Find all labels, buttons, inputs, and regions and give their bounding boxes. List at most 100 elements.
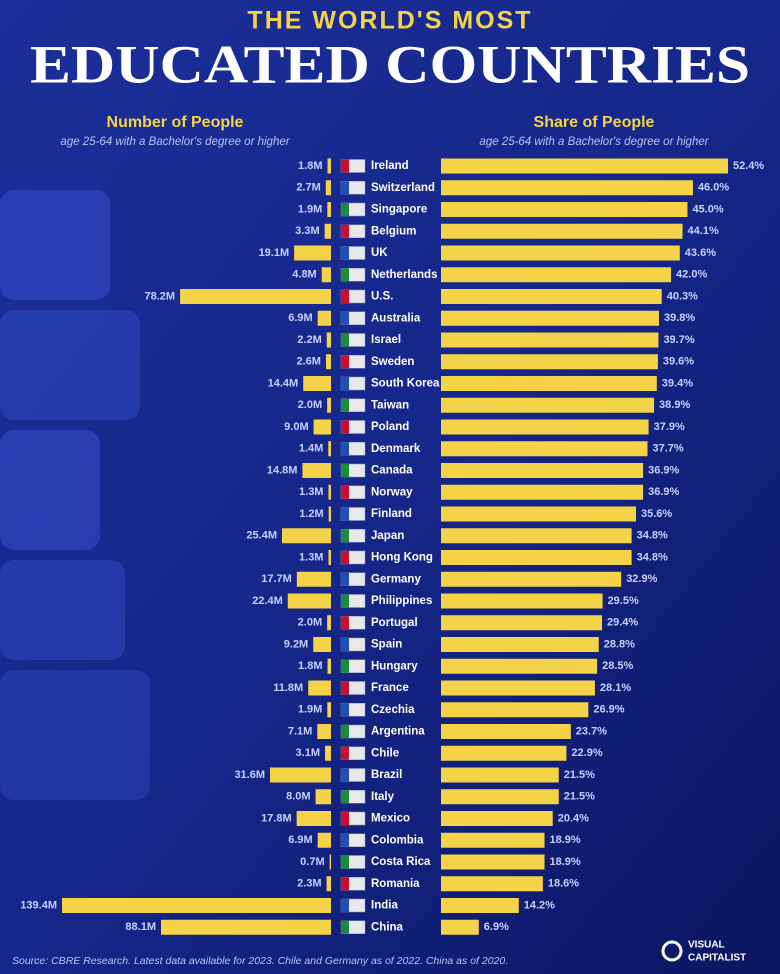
country-label: UK <box>371 247 388 259</box>
bar <box>328 441 331 457</box>
bar <box>281 528 331 544</box>
value-label: 36.9% <box>648 486 679 498</box>
value-label: 14.8M <box>267 464 298 476</box>
country-label: Belgium <box>371 225 416 237</box>
country-label: Taiwan <box>371 399 409 411</box>
bar <box>328 550 331 565</box>
bar <box>296 811 331 826</box>
country-label: Argentina <box>371 726 425 738</box>
bar <box>441 158 728 174</box>
bar <box>324 223 331 239</box>
value-label: 1.4M <box>299 443 323 455</box>
flag-stripe <box>341 268 349 282</box>
country-label: France <box>371 682 409 694</box>
flag-stripe <box>341 659 349 673</box>
country-label: Czechia <box>371 704 415 716</box>
value-label: 1.3M <box>299 551 323 563</box>
flag-stripe <box>341 551 349 564</box>
value-label: 19.1M <box>259 247 290 259</box>
bar <box>441 376 657 391</box>
bar <box>326 332 331 348</box>
country-label: China <box>371 921 404 933</box>
flag-stripe <box>341 768 349 782</box>
series-subtitle: age 25-64 with a Bachelor's degree or hi… <box>60 136 290 148</box>
flag-stripe <box>341 442 349 456</box>
flag-stripe <box>341 398 349 412</box>
country-label: Philippines <box>371 595 432 607</box>
value-label: 9.2M <box>284 638 308 650</box>
country-label: Canada <box>371 465 413 477</box>
value-label: 44.1% <box>688 225 719 237</box>
bar <box>441 463 644 478</box>
value-label: 2.0M <box>298 617 322 629</box>
flag-stripe <box>341 333 349 347</box>
value-label: 20.4% <box>558 812 589 824</box>
bar <box>441 354 658 370</box>
country-label: Switzerland <box>371 182 435 194</box>
bar <box>327 397 331 413</box>
country-label: Hong Kong <box>371 552 433 564</box>
country-label: Sweden <box>371 356 414 368</box>
value-label: 0.7M <box>300 856 324 868</box>
country-label: Chile <box>371 747 399 759</box>
flag-stripe <box>341 638 349 651</box>
bar <box>441 245 680 261</box>
bar <box>315 789 331 805</box>
value-label: 39.4% <box>662 377 693 389</box>
flag-stripe <box>341 311 349 325</box>
value-label: 31.6M <box>234 769 265 781</box>
bar <box>441 267 672 283</box>
flag-stripe <box>341 203 349 216</box>
value-label: 9.0M <box>284 421 308 433</box>
bar <box>325 354 331 370</box>
flag-stripe <box>341 290 349 303</box>
logo-text: CAPITALIST <box>688 953 746 964</box>
value-label: 26.9% <box>593 704 624 716</box>
country-label: Japan <box>371 530 404 542</box>
bar <box>441 528 632 544</box>
bar <box>441 854 545 870</box>
value-label: 34.8% <box>637 530 668 542</box>
flag-stripe <box>341 746 349 760</box>
flag-stripe <box>341 420 349 434</box>
country-label: Hungary <box>371 660 418 672</box>
bar <box>270 767 331 783</box>
bar <box>441 680 595 696</box>
bar <box>441 724 571 739</box>
value-label: 88.1M <box>125 921 156 933</box>
bar <box>325 745 331 761</box>
bar <box>441 811 553 826</box>
bar <box>441 898 519 913</box>
value-label: 45.0% <box>692 203 723 215</box>
country-label: Portugal <box>371 617 418 629</box>
value-label: 2.3M <box>297 878 321 890</box>
flag-stripe <box>341 464 349 477</box>
country-label: Romania <box>371 878 420 890</box>
logo-text: VISUAL <box>688 940 725 951</box>
value-label: 37.9% <box>654 421 685 433</box>
flag-stripe <box>341 812 349 825</box>
country-label: Israel <box>371 334 401 346</box>
country-label: Brazil <box>371 769 402 781</box>
bar <box>441 332 659 348</box>
series-title: Share of People <box>534 114 655 131</box>
flag-stripe <box>341 181 349 195</box>
value-label: 17.7M <box>261 573 292 585</box>
value-label: 32.9% <box>626 573 657 585</box>
bar <box>441 593 603 609</box>
flag-stripe <box>341 377 349 390</box>
value-label: 38.9% <box>659 399 690 411</box>
bar <box>441 615 603 631</box>
bar <box>317 310 331 326</box>
value-label: 11.8M <box>273 682 303 694</box>
bar <box>325 180 331 196</box>
value-label: 35.6% <box>641 508 672 520</box>
flag-stripe <box>341 703 349 717</box>
source: Source: CBRE Research. Latest data avail… <box>12 955 508 967</box>
bar <box>441 506 636 522</box>
country-label: Netherlands <box>371 269 437 281</box>
flag-stripe <box>341 355 349 369</box>
bar <box>327 658 331 674</box>
bar <box>317 724 331 739</box>
